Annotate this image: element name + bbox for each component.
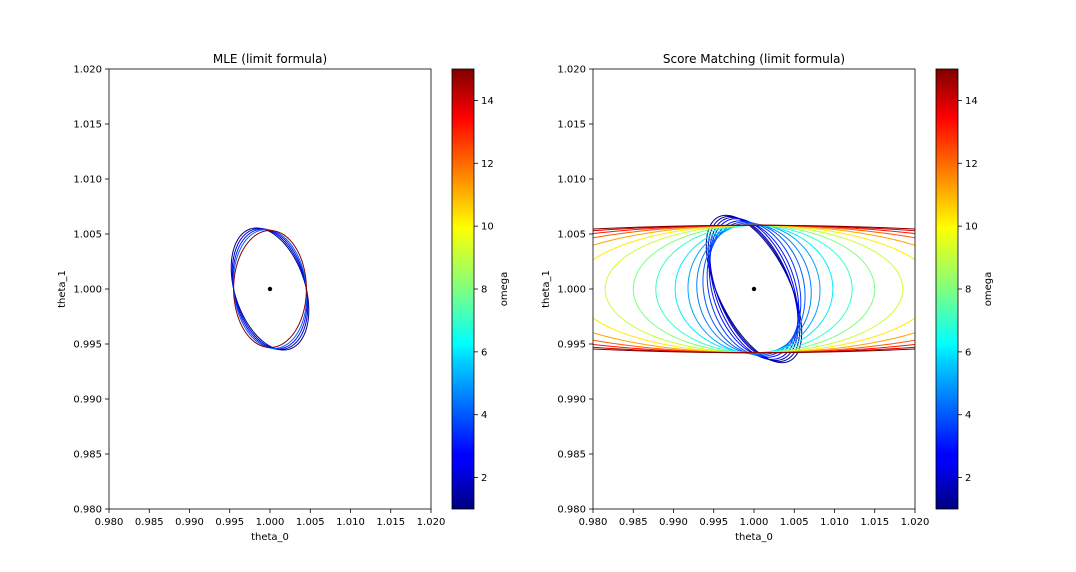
mle-y-tick-label: 0.985	[73, 450, 102, 461]
score-matching-center-point	[751, 286, 757, 292]
score-matching-colorbar-tick-label: 4	[965, 410, 971, 421]
mle-colorbar-tick-label: 2	[481, 473, 487, 484]
score-matching-contour-line	[708, 220, 800, 358]
score-matching-contour-line	[696, 223, 812, 355]
mle-x-tick-label: 1.000	[256, 517, 285, 528]
score-matching-y-tick-label: 1.000	[557, 285, 586, 296]
mle-x-tick-label: 1.005	[296, 517, 325, 528]
mle-x-axis-label: theta_0	[251, 532, 289, 543]
mle-colorbar-tick-label: 6	[481, 347, 487, 358]
mle-y-tick-label: 1.000	[73, 285, 102, 296]
score-matching-y-tick-label: 0.995	[557, 340, 586, 351]
mle-y-axis-label: theta_1	[57, 270, 68, 308]
score-matching-y-tick-label: 1.015	[557, 120, 586, 131]
score-matching-contour-group	[593, 214, 915, 364]
mle-contour-group	[230, 227, 310, 351]
mle-y-tick-label: 0.990	[73, 395, 102, 406]
score-matching-colorbar-ticks: 2 4 6 8 10 12 14	[958, 96, 978, 484]
mle-panel: MLE (limit formula) 0.980 0.985 0.990 0.995…	[57, 52, 510, 543]
score-matching-y-tick-label: 0.980	[557, 505, 586, 516]
mle-y-tick-label: 1.005	[73, 230, 102, 241]
mle-y-tick-label: 0.995	[73, 340, 102, 351]
score-matching-x-axis-label: theta_0	[735, 532, 773, 543]
score-matching-contour-line	[593, 224, 915, 354]
score-matching-contour-line	[687, 223, 821, 355]
mle-x-tick-label: 1.020	[417, 517, 446, 528]
score-matching-x-tick-label: 1.020	[901, 517, 930, 528]
mle-x-tick-label: 0.995	[215, 517, 244, 528]
score-matching-colorbar-label: omega	[983, 272, 994, 307]
score-matching-colorbar-gradient	[936, 69, 958, 509]
score-matching-x-tick-label: 1.015	[860, 517, 889, 528]
score-matching-y-tick-label: 0.990	[557, 395, 586, 406]
score-matching-y-tick-label: 0.985	[557, 450, 586, 461]
mle-x-tick-label: 1.010	[336, 517, 365, 528]
score-matching-contour-line	[593, 224, 915, 354]
mle-chart-title: MLE (limit formula)	[213, 52, 327, 66]
score-matching-x-tick-label: 0.980	[579, 517, 608, 528]
score-matching-colorbar-tick-label: 2	[965, 473, 971, 484]
mle-y-tick-label: 0.980	[73, 505, 102, 516]
mle-colorbar-tick-label: 14	[481, 96, 494, 107]
score-matching-x-tick-label: 1.005	[780, 517, 809, 528]
mle-y-axis: 0.980 0.985 0.990 0.995 1.000 1.005 1.010 1.015…	[73, 65, 109, 516]
score-matching-colorbar: 2 4 6 8 10 12 14 omega	[935, 68, 994, 510]
score-matching-contour-line	[674, 224, 834, 354]
mle-colorbar-ticks: 2 4 6 8 10 12 14	[474, 96, 494, 484]
score-matching-x-tick-label: 1.000	[740, 517, 769, 528]
mle-y-tick-label: 1.015	[73, 120, 102, 131]
score-matching-y-tick-label: 1.020	[557, 65, 586, 76]
score-matching-x-tick-label: 0.985	[619, 517, 648, 528]
score-matching-x-tick-label: 0.990	[659, 517, 688, 528]
score-matching-contour-line	[655, 224, 853, 354]
score-matching-colorbar-tick-label: 14	[965, 96, 978, 107]
score-matching-colorbar-tick-label: 10	[965, 222, 978, 233]
score-matching-y-tick-label: 1.005	[557, 230, 586, 241]
score-matching-y-axis: 0.980 0.985 0.990 0.995 1.000 1.005 1.010 1.015…	[557, 65, 593, 516]
mle-center-point	[267, 286, 273, 292]
mle-colorbar-gradient	[452, 69, 474, 509]
score-matching-colorbar-tick-label: 12	[965, 159, 978, 170]
mle-x-axis: 0.980 0.985 0.990 0.995 1.000 1.005 1.010 1.015…	[95, 509, 446, 528]
mle-contour-line	[233, 229, 307, 349]
score-matching-contour-line	[604, 224, 904, 354]
mle-x-tick-label: 0.985	[135, 517, 164, 528]
mle-colorbar-tick-label: 10	[481, 222, 494, 233]
mle-colorbar: 2 4 6 8 10 12 14 omega	[451, 68, 510, 510]
score-matching-colorbar-tick-label: 8	[965, 285, 971, 296]
score-matching-colorbar-tick-label: 6	[965, 347, 971, 358]
score-matching-panel: Score Matching (limit formula) 0.980 0.98…	[541, 52, 994, 543]
score-matching-x-tick-label: 0.995	[699, 517, 728, 528]
mle-y-tick-label: 1.020	[73, 65, 102, 76]
mle-y-tick-label: 1.010	[73, 175, 102, 186]
mle-colorbar-tick-label: 12	[481, 159, 494, 170]
mle-colorbar-tick-label: 4	[481, 410, 487, 421]
score-matching-y-tick-label: 1.010	[557, 175, 586, 186]
score-matching-contour-line	[593, 224, 915, 354]
score-matching-x-axis: 0.980 0.985 0.990 0.995 1.000 1.005 1.010 1.015…	[579, 509, 930, 528]
mle-x-tick-label: 0.990	[175, 517, 204, 528]
mle-x-tick-label: 1.015	[376, 517, 405, 528]
score-matching-x-tick-label: 1.010	[820, 517, 849, 528]
score-matching-contour-line	[632, 224, 876, 354]
mle-colorbar-tick-label: 8	[481, 285, 487, 296]
mle-x-tick-label: 0.980	[95, 517, 124, 528]
score-matching-y-axis-label: theta_1	[541, 270, 552, 308]
score-matching-chart-title: Score Matching (limit formula)	[663, 52, 845, 66]
mle-colorbar-label: omega	[499, 272, 510, 307]
